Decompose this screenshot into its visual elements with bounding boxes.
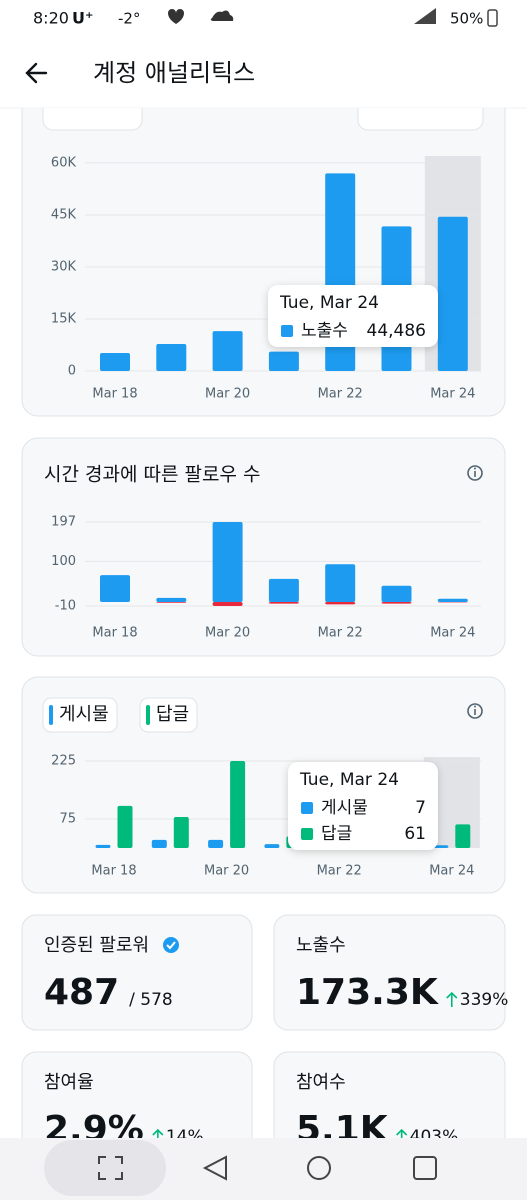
bar (100, 353, 130, 371)
bar (264, 844, 279, 848)
page-title: 계정 애널리틱스 (93, 59, 255, 87)
filter-button[interactable] (43, 90, 142, 130)
x-tick-label: Mar 22 (317, 864, 362, 879)
back-button[interactable] (27, 64, 46, 82)
x-tick-label: Mar 18 (92, 387, 137, 402)
bar (156, 602, 186, 603)
y-tick-label: 30K (51, 259, 77, 274)
signal-icon (414, 8, 436, 24)
bar (213, 522, 243, 602)
bar (438, 217, 468, 371)
period-button[interactable] (358, 90, 483, 130)
bar (174, 817, 189, 848)
bar (152, 840, 167, 848)
legend-label: 답글 (156, 704, 189, 725)
x-tick-label: Mar 18 (91, 864, 136, 879)
stat-value: 173.3K (296, 972, 439, 1013)
bar (325, 602, 355, 604)
y-tick-label: 15K (51, 311, 77, 326)
stat-value: 487 (44, 972, 119, 1013)
bar (230, 761, 245, 848)
bar (213, 331, 243, 371)
stat-label: 참여수 (296, 1072, 346, 1093)
tooltip-value: 44,486 (367, 321, 426, 341)
x-tick-label: Mar 20 (204, 864, 249, 879)
bar (156, 598, 186, 602)
tooltip-label: 답글 (321, 824, 352, 844)
status-battery: 50% (450, 10, 483, 28)
x-tick-label: Mar 24 (430, 387, 475, 402)
y-tick-label: 197 (51, 515, 76, 530)
y-tick-label: 225 (51, 753, 76, 768)
bar (156, 344, 186, 371)
battery-icon (488, 10, 497, 26)
tooltip-swatch (281, 325, 293, 337)
tooltip-value: 61 (404, 824, 426, 844)
x-tick-label: Mar 18 (92, 626, 137, 641)
x-tick-label: Mar 20 (205, 626, 250, 641)
status-temperature: -2° (118, 10, 140, 28)
bar (269, 579, 299, 602)
x-tick-label: Mar 24 (430, 626, 475, 641)
chart-title: 시간 경과에 따른 팔로우 수 (44, 464, 260, 486)
bar (325, 564, 355, 602)
stat-label: 참여율 (44, 1072, 94, 1093)
y-tick-label: -10 (55, 599, 76, 614)
bar (208, 840, 223, 848)
x-tick-label: Mar 22 (318, 626, 363, 641)
bar (382, 586, 412, 602)
bar (382, 602, 412, 604)
stat-label: 인증된 팔로워 (44, 935, 149, 956)
bar (269, 602, 299, 604)
tooltip-title: Tue, Mar 24 (279, 293, 379, 313)
legend-swatch (146, 705, 150, 725)
heart-icon (168, 9, 184, 24)
x-tick-label: Mar 22 (318, 387, 363, 402)
x-tick-label: Mar 24 (429, 864, 474, 879)
tooltip-swatch (301, 828, 313, 840)
stat-change: 339% (460, 990, 509, 1010)
tooltip-value: 7 (415, 798, 426, 818)
cloud-icon (211, 11, 233, 21)
tooltip-label: 게시물 (321, 798, 368, 818)
stat-label: 노출수 (296, 935, 346, 956)
x-tick-label: Mar 20 (205, 387, 250, 402)
tooltip-swatch (301, 802, 313, 814)
recent-apps-button[interactable] (44, 1140, 166, 1196)
bar (118, 806, 133, 848)
y-tick-label: 75 (59, 811, 76, 826)
y-tick-label: 100 (51, 554, 76, 569)
bar (100, 575, 130, 602)
y-tick-label: 60K (51, 155, 77, 170)
bar (96, 845, 111, 848)
tooltip-title: Tue, Mar 24 (299, 770, 399, 790)
bar (269, 352, 299, 371)
bar (438, 599, 468, 602)
tooltip-label: 노출수 (301, 321, 348, 341)
y-tick-label: 0 (68, 364, 76, 379)
legend-swatch (49, 705, 53, 725)
stat-total: / 578 (129, 990, 173, 1010)
status-carrier: U⁺ (72, 9, 93, 28)
verified-badge (163, 937, 179, 953)
bar (455, 824, 470, 848)
bar (213, 602, 243, 606)
y-tick-label: 45K (51, 207, 77, 222)
content: 0 15K 30K 45K 60K Mar 18 Mar 20 Mar 22 Mar 24 Tue… (22, 60, 508, 1167)
status-time: 8:20 (33, 9, 69, 28)
legend-label: 게시물 (59, 704, 109, 725)
